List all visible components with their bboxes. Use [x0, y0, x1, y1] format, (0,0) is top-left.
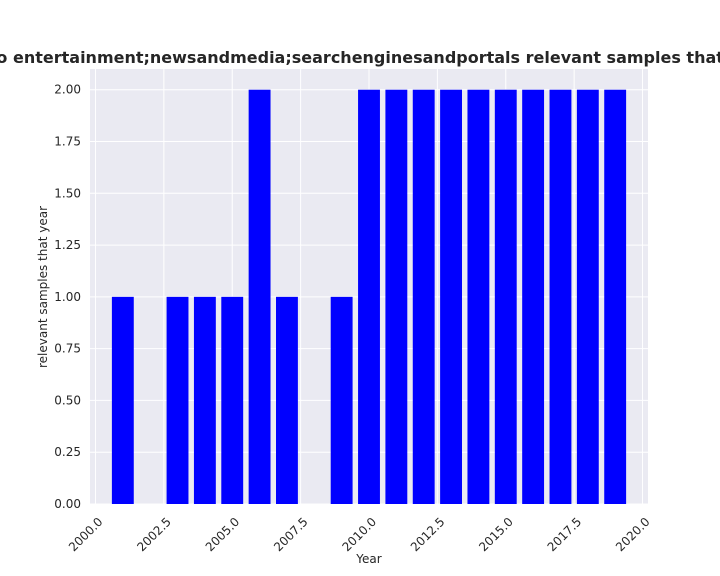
- bar: [440, 89, 462, 504]
- y-tick-label: 1.75: [54, 135, 81, 149]
- bar: [193, 296, 216, 504]
- x-tick-label: 2010.0: [340, 515, 380, 555]
- x-tick-label: 2005.0: [203, 515, 243, 555]
- bar: [248, 89, 271, 504]
- bar: [522, 89, 545, 504]
- bar: [221, 296, 244, 504]
- bar: [412, 89, 435, 504]
- bar: [276, 296, 298, 504]
- bar: [385, 89, 408, 504]
- y-tick-label: 1.25: [54, 238, 81, 252]
- x-tick-label: 2015.0: [476, 515, 516, 555]
- y-tick-label: 0.00: [54, 497, 81, 511]
- x-tick-label: 2007.5: [271, 515, 311, 555]
- bar: [549, 89, 572, 504]
- chart-title: elated to entertainment;newsandmedia;sea…: [0, 48, 720, 67]
- y-tick-label: 1.00: [54, 290, 81, 304]
- x-tick-label: 2020.0: [613, 515, 653, 555]
- y-tick-labels: 0.00 0.25 0.50 0.75 1.00 1.25 1.50 1.75 2.00: [54, 83, 81, 511]
- bar: [576, 89, 599, 504]
- bar: [494, 89, 517, 504]
- y-tick-label: 0.25: [54, 445, 81, 459]
- x-tick-label: 2000.0: [66, 515, 106, 555]
- bar: [604, 89, 627, 504]
- bars: [111, 89, 627, 504]
- x-tick-label: 2002.5: [134, 515, 174, 555]
- x-tick-label: 2017.5: [545, 515, 585, 555]
- x-tick-labels: 2000.0 2002.5 2005.0 2007.5 2010.0 2012.5 2015…: [66, 515, 653, 555]
- x-axis-label: Year: [355, 552, 381, 566]
- y-tick-label: 1.50: [54, 186, 81, 200]
- y-axis-label: relevant samples that year: [36, 206, 50, 368]
- y-tick-label: 0.75: [54, 342, 81, 356]
- bar: [166, 296, 189, 504]
- bar: [467, 89, 490, 504]
- y-tick-label: 2.00: [54, 83, 81, 97]
- bar: [330, 296, 353, 504]
- bar: [111, 296, 134, 504]
- y-tick-label: 0.50: [54, 393, 81, 407]
- bar: [358, 89, 380, 504]
- x-tick-label: 2012.5: [408, 515, 448, 555]
